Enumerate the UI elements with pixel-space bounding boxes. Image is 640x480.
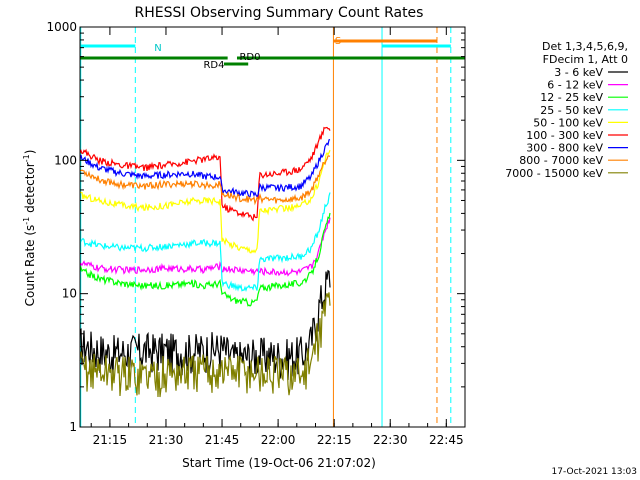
series-line xyxy=(79,212,331,307)
interval-label-rd4: RD4 xyxy=(203,60,224,71)
x-axis-label: Start Time (19-Oct-06 21:07:02) xyxy=(182,456,376,470)
interval-label-n: N xyxy=(154,43,161,54)
legend-header: Det 1,3,4,5,6,9, xyxy=(542,40,628,53)
legend-header: FDecim 1, Att 0 xyxy=(543,53,628,66)
legend-entry-label: 100 - 300 keV xyxy=(526,129,603,142)
legend-entry-label: 50 - 100 keV xyxy=(533,116,603,129)
legend-entry-label: 6 - 12 keV xyxy=(547,79,603,92)
legend-entry-label: 800 - 7000 keV xyxy=(519,154,603,167)
x-tick-label: 21:15 xyxy=(93,433,128,447)
y-axis-label: Count Rate (s-1 detector-1) xyxy=(22,150,37,307)
x-tick-label: 22:45 xyxy=(429,433,464,447)
interval-label-rd0: RD0 xyxy=(239,52,260,63)
x-tick-label: 21:30 xyxy=(149,433,184,447)
x-tick-label: 22:15 xyxy=(317,433,352,447)
y-tick-label: 100 xyxy=(54,153,77,167)
legend-entry-label: 25 - 50 keV xyxy=(540,104,603,117)
series-line xyxy=(79,149,331,254)
series-line xyxy=(79,139,331,199)
plot-frame xyxy=(79,26,466,428)
y-tick-label: 10 xyxy=(62,287,77,301)
x-tick-label: 21:45 xyxy=(205,433,240,447)
x-tick-label: 22:30 xyxy=(373,433,408,447)
legend-entry-label: 12 - 25 keV xyxy=(540,91,603,104)
y-tick-label: 1000 xyxy=(46,20,77,34)
series-line xyxy=(79,126,331,222)
series-line xyxy=(79,155,331,206)
x-tick-label: 22:00 xyxy=(261,433,296,447)
legend-entry-label: 300 - 800 keV xyxy=(526,142,603,155)
series-line xyxy=(79,217,331,277)
interval-label-s: S xyxy=(335,36,341,47)
y-tick-label: 1 xyxy=(69,420,77,434)
series-line xyxy=(79,292,331,398)
series-line xyxy=(79,269,331,381)
legend: Det 1,3,4,5,6,9,FDecim 1, Att 03 - 6 keV… xyxy=(505,40,628,180)
generation-timestamp: 17-Oct-2021 13:03 xyxy=(552,467,637,477)
series-line xyxy=(79,192,331,293)
x-axis: 21:15 21:30 21:45 22:00 22:15 22:30 22:45 xyxy=(90,27,466,447)
plot-area: N S RD0 RD4 xyxy=(79,27,465,427)
legend-entry-label: 3 - 6 keV xyxy=(554,66,603,79)
legend-entry-label: 7000 - 15000 keV xyxy=(505,167,603,180)
y-axis: 1 10 100 1000 xyxy=(46,20,465,434)
chart-title: RHESSI Observing Summary Count Rates xyxy=(135,5,424,21)
